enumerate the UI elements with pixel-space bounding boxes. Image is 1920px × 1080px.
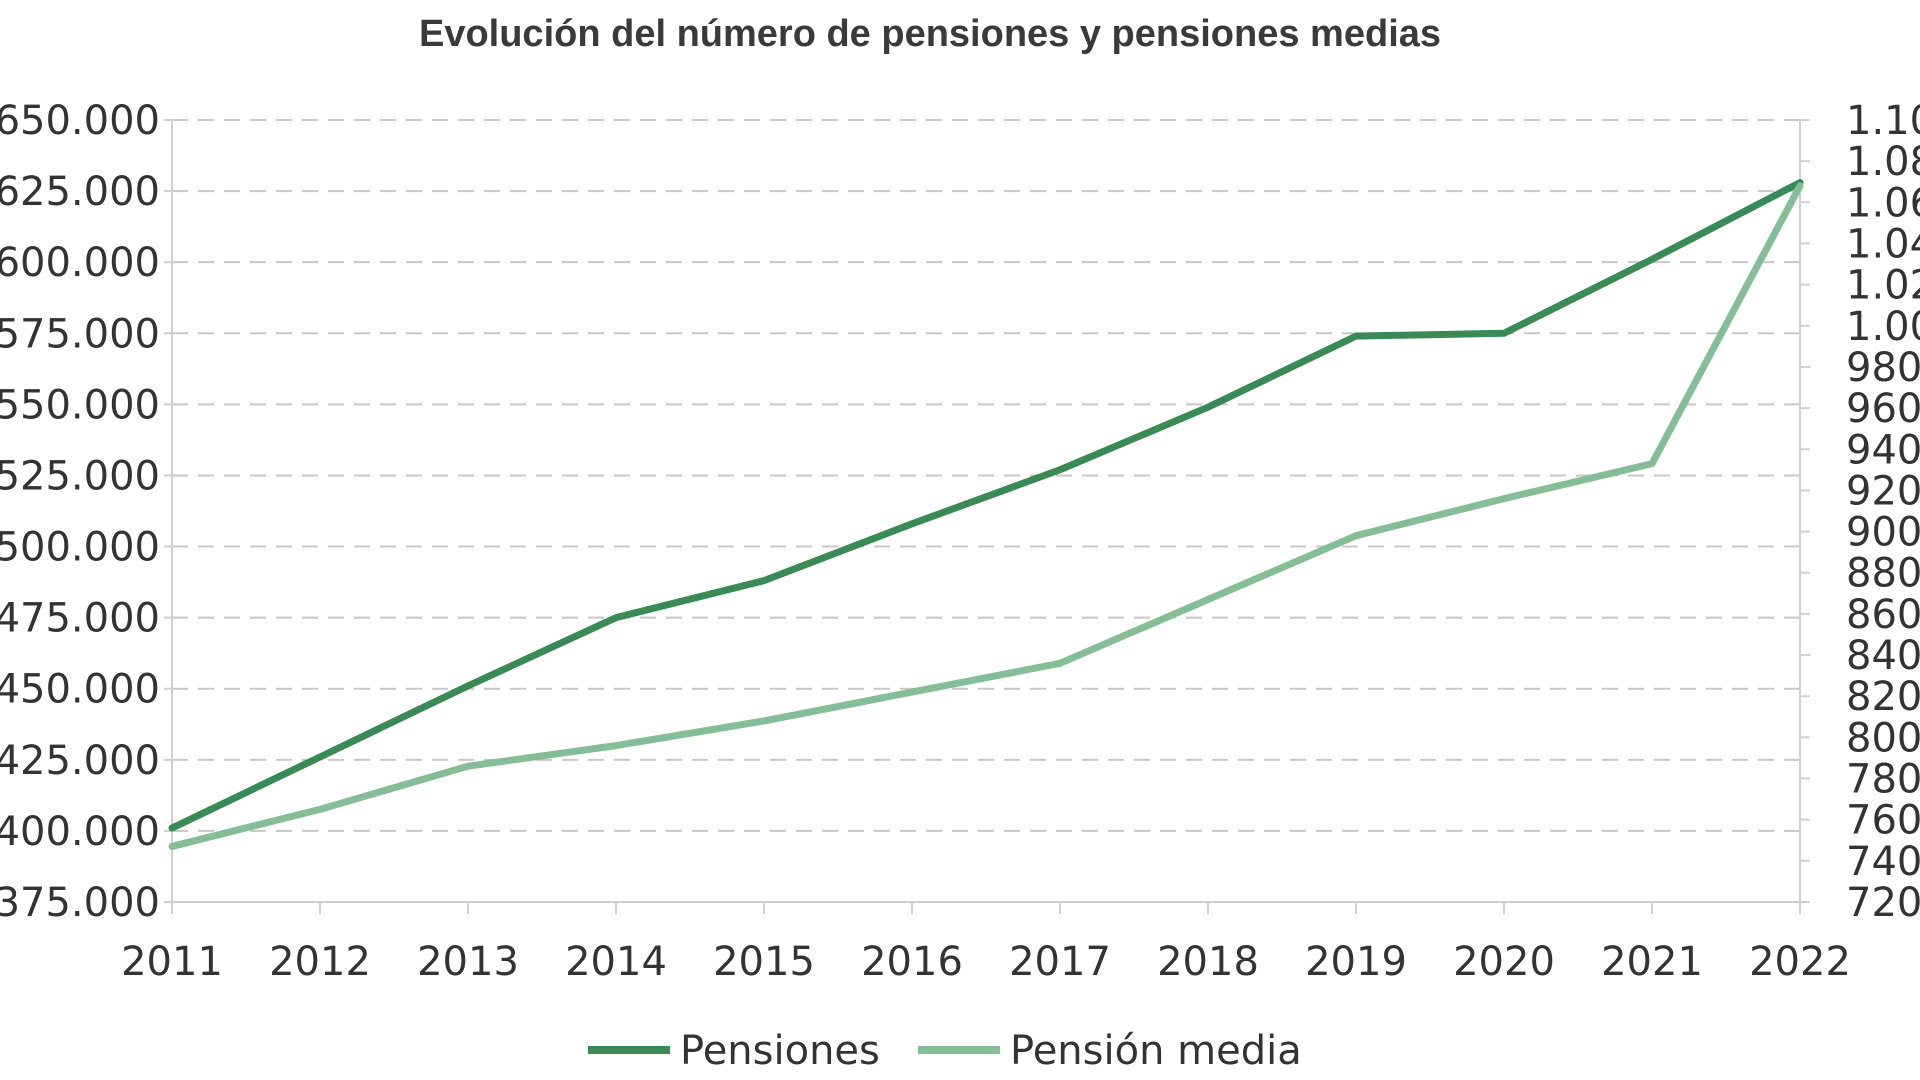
right-tick-label: 820 (1846, 674, 1920, 720)
left-tick-label: 450.000 (0, 667, 160, 713)
right-tick-label: 1.04 (1846, 221, 1920, 267)
left-tick-label: 575.000 (0, 311, 160, 357)
right-axis-ticks: 7207407607808008208408608809009209409609… (1800, 98, 1920, 926)
right-tick-label: 780 (1846, 757, 1920, 803)
x-tick-label: 2012 (269, 939, 371, 985)
x-tick-label: 2021 (1601, 939, 1703, 985)
right-tick-label: 740 (1846, 839, 1920, 885)
left-tick-label: 425.000 (0, 738, 160, 784)
left-axis-ticks: 375.000 400.000 425.000 450.000 475.000 500.0… (0, 98, 172, 926)
legend-label: Pensión media (1010, 1028, 1302, 1074)
left-tick-label: 600.000 (0, 240, 160, 286)
left-tick-label: 625.000 (0, 169, 160, 215)
right-tick-label: 1.10 (1846, 98, 1920, 144)
right-tick-label: 760 (1846, 798, 1920, 844)
series-lines (168, 179, 1804, 850)
right-tick-label: 720 (1846, 880, 1920, 926)
x-tick-label: 2013 (417, 939, 519, 985)
right-tick-label: 900 (1846, 510, 1920, 556)
x-tick-label: 2014 (565, 939, 667, 985)
series-line-1 (168, 182, 1804, 850)
right-tick-label: 980 (1846, 345, 1920, 391)
left-tick-label: 375.000 (0, 880, 160, 926)
right-tick-label: 1.06 (1846, 180, 1920, 226)
right-tick-label: 920 (1846, 468, 1920, 514)
right-tick-label: 1.08 (1846, 139, 1920, 185)
left-tick-label: 550.000 (0, 382, 160, 428)
x-tick-label: 2015 (713, 939, 815, 985)
x-axis-ticks: 2011 2012 2013 2014 2015 2016 2017 2018 2019 2020… (121, 902, 1851, 985)
right-tick-label: 940 (1846, 427, 1920, 473)
left-tick-label: 650.000 (0, 98, 160, 144)
x-tick-label: 2022 (1749, 939, 1851, 985)
x-tick-label: 2011 (121, 939, 223, 985)
left-tick-label: 500.000 (0, 525, 160, 571)
right-tick-label: 1.00 (1846, 304, 1920, 350)
right-tick-label: 860 (1846, 592, 1920, 638)
right-tick-label: 800 (1846, 715, 1920, 761)
x-tick-label: 2020 (1453, 939, 1555, 985)
x-tick-label: 2019 (1305, 939, 1407, 985)
right-tick-label: 960 (1846, 386, 1920, 432)
x-tick-label: 2018 (1157, 939, 1259, 985)
left-tick-label: 475.000 (0, 596, 160, 642)
x-tick-label: 2016 (861, 939, 963, 985)
right-tick-label: 840 (1846, 633, 1920, 679)
legend-label: Pensiones (680, 1028, 880, 1074)
x-tick-label: 2017 (1009, 939, 1111, 985)
legend: Pensiones Pensión media (588, 1028, 1302, 1074)
right-tick-label: 1.02 (1846, 263, 1920, 309)
chart-title: Evolución del número de pensiones y pens… (419, 13, 1441, 55)
gridlines (172, 119, 1800, 832)
axes (171, 120, 1801, 903)
right-tick-label: 880 (1846, 551, 1920, 597)
left-tick-label: 400.000 (0, 809, 160, 855)
left-tick-label: 525.000 (0, 453, 160, 499)
series-line-0 (168, 179, 1804, 832)
